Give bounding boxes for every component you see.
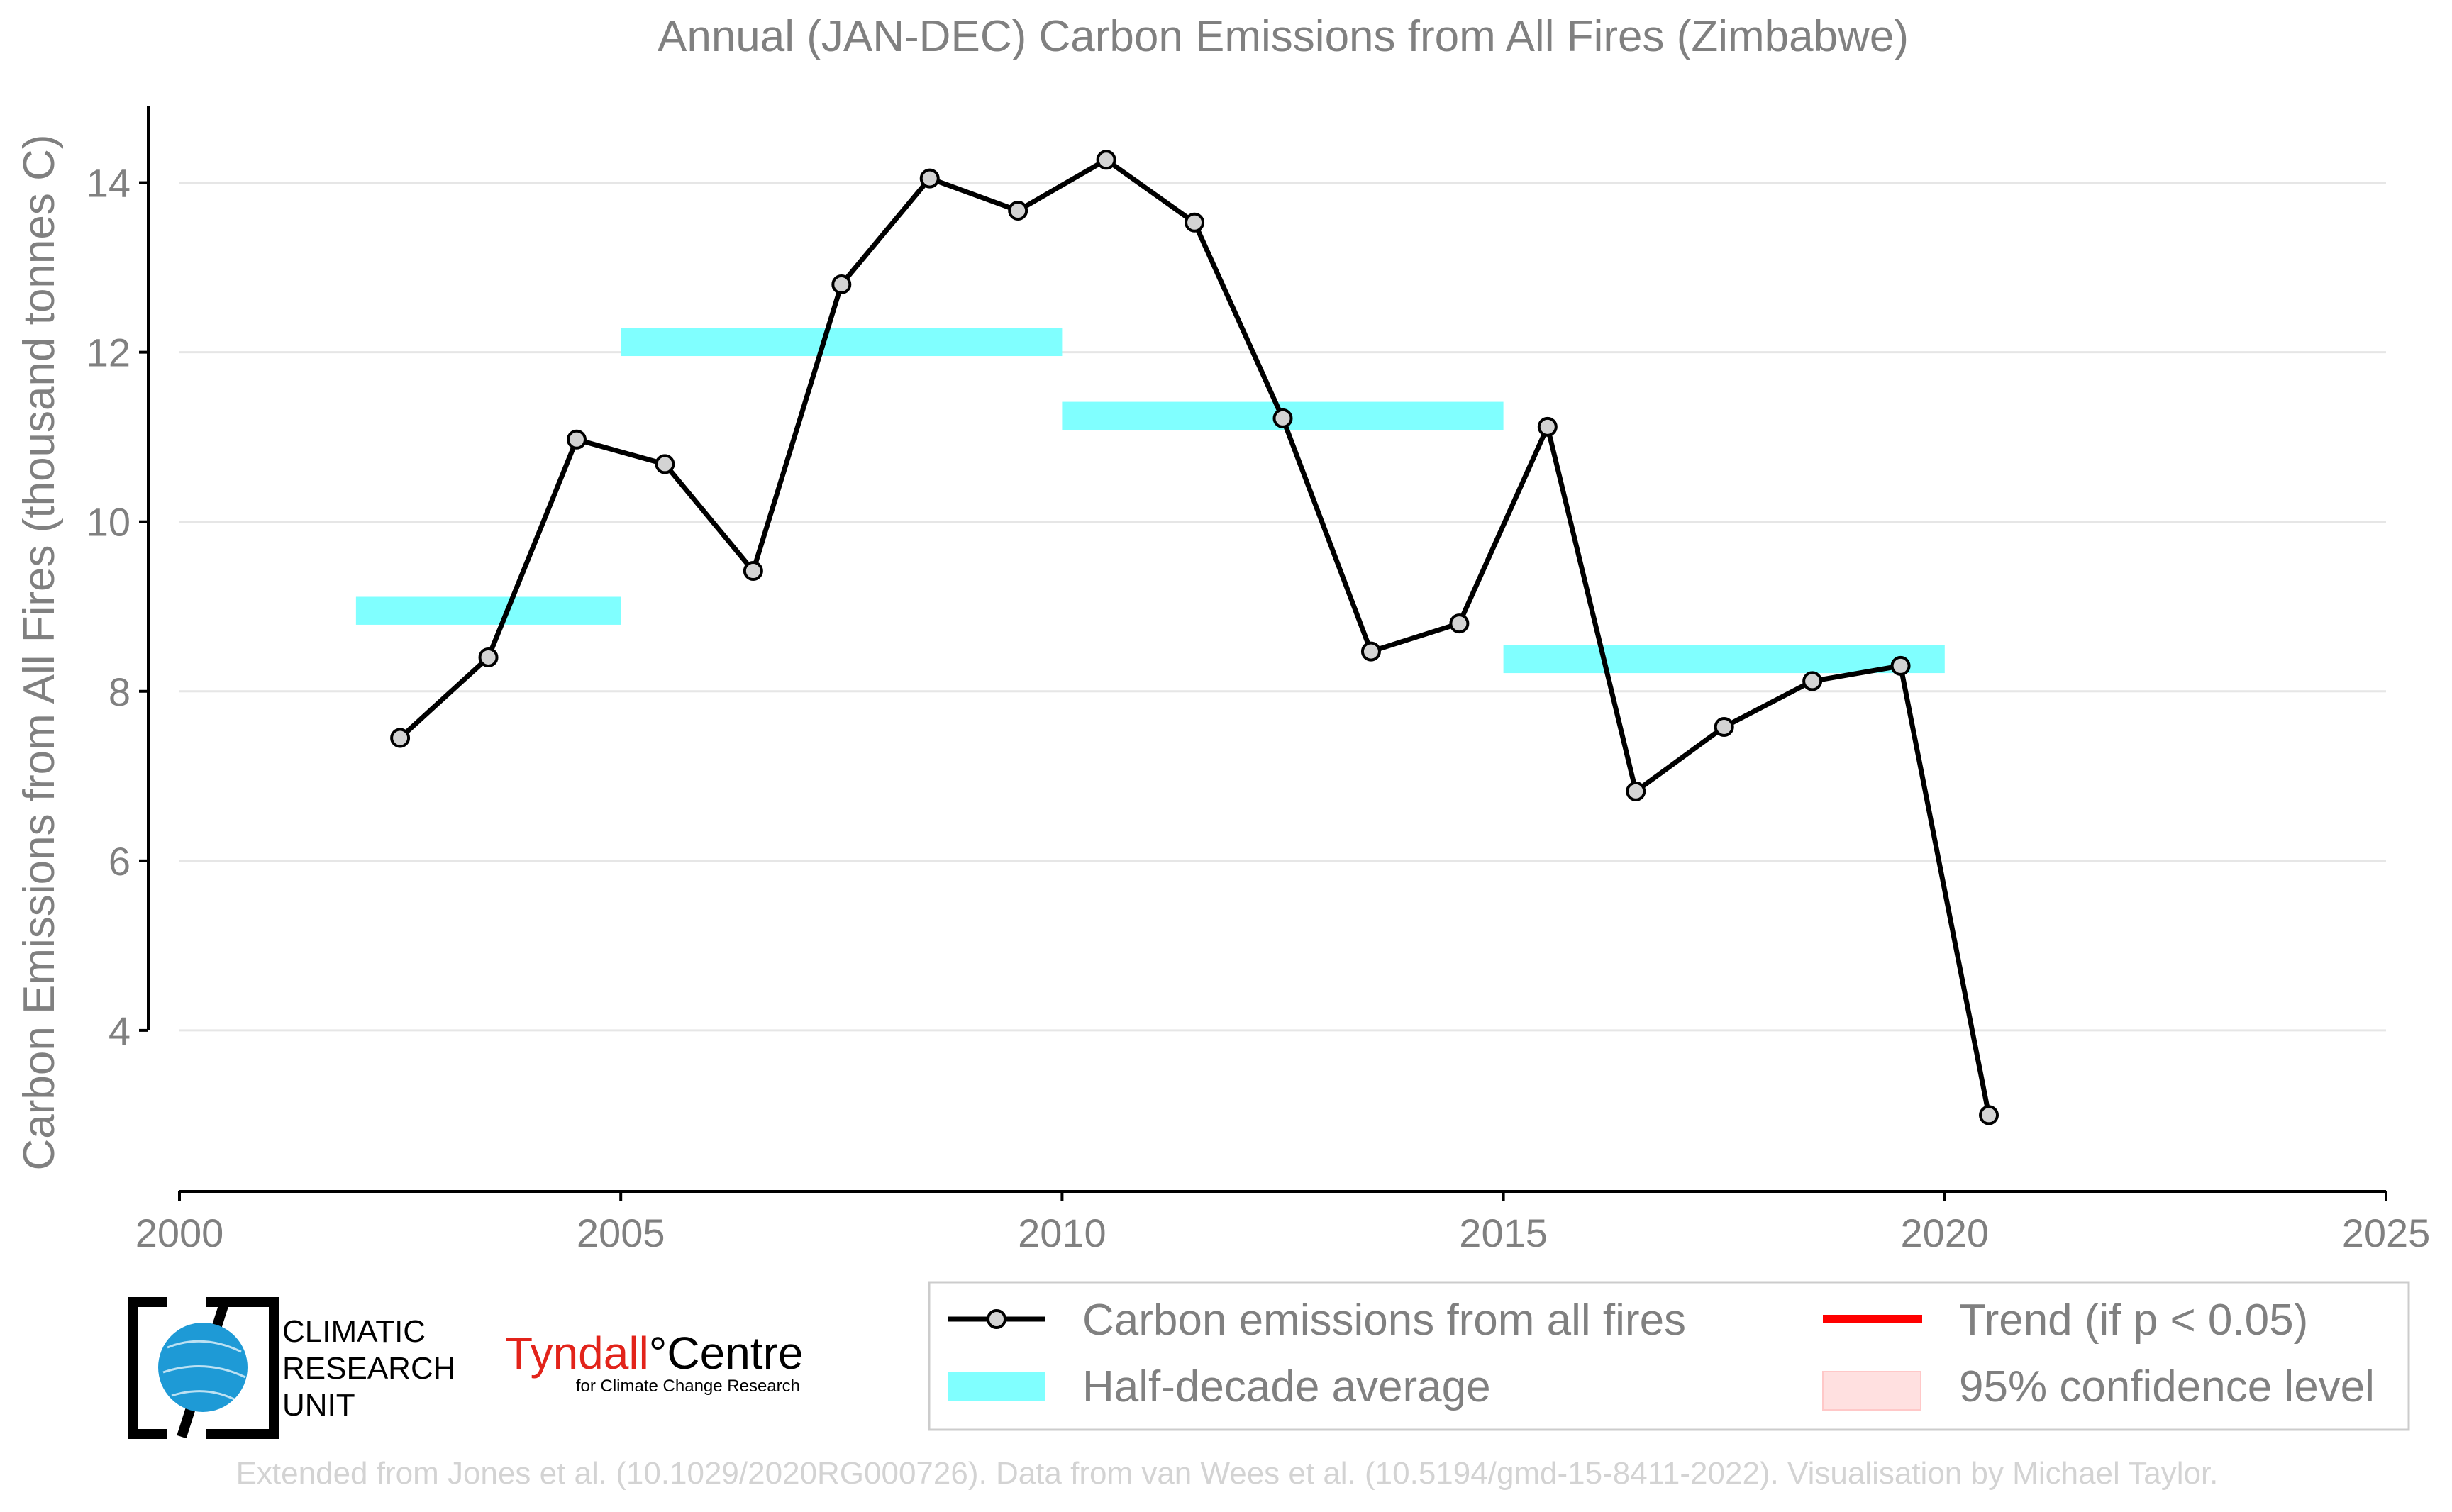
- cru-logo-line-3: UNIT: [282, 1388, 355, 1423]
- tyndall-logo: Tyndall°Centre for Climate Change Resear…: [505, 1328, 803, 1396]
- series-points: [390, 150, 1999, 1125]
- legend-label-trend: Trend (if p < 0.05): [1959, 1296, 2308, 1345]
- half-decade-bar: [621, 328, 1063, 357]
- data-point: [566, 429, 587, 450]
- gridlines: [179, 182, 2386, 1032]
- x-tick-label: 2025: [2342, 1211, 2431, 1255]
- y-ticks: 4 6 8 10 12 14: [87, 161, 148, 1053]
- data-point: [1979, 1105, 1999, 1125]
- half-decade-bar: [355, 596, 621, 625]
- tyndall-logo-subtitle: for Climate Change Research: [576, 1377, 800, 1396]
- data-point: [1449, 613, 1470, 634]
- x-tick-label: 2015: [1459, 1211, 1548, 1255]
- data-point: [1272, 408, 1293, 428]
- x-ticks: 2000 2005 2010 2015 2020 2025: [135, 1191, 2431, 1255]
- y-tick-label: 8: [109, 669, 131, 714]
- legend-swatch-half-decade: [948, 1372, 1045, 1401]
- x-tick-label: 2020: [1901, 1211, 1990, 1255]
- y-tick-label: 4: [109, 1008, 131, 1053]
- y-tick-label: 10: [87, 500, 131, 545]
- legend-swatch-confidence: [1822, 1371, 1921, 1411]
- legend-label-half-decade: Half-decade average: [1082, 1362, 1491, 1411]
- data-point: [1537, 416, 1558, 437]
- data-point: [743, 561, 763, 582]
- legend-box: [928, 1281, 2410, 1431]
- legend-label-series: Carbon emissions from all fires: [1082, 1296, 1686, 1345]
- data-point: [1802, 671, 1823, 691]
- y-tick-label: 14: [87, 161, 131, 206]
- data-point: [478, 647, 499, 667]
- half-decade-bars: [355, 328, 1945, 674]
- cru-logo-line-2: RESEARCH: [282, 1351, 456, 1386]
- x-tick-label: 2005: [577, 1211, 665, 1255]
- data-point: [919, 168, 940, 189]
- y-tick-label: 6: [109, 839, 131, 884]
- globe-icon-lines: [162, 1340, 246, 1403]
- legend: Carbon emissions from all fires Trend (i…: [928, 1281, 2410, 1431]
- chart-title: Annual (JAN-DEC) Carbon Emissions from A…: [658, 12, 1909, 61]
- data-point: [390, 728, 411, 748]
- x-tick-label: 2010: [1018, 1211, 1106, 1255]
- tyndall-centre: Centre: [667, 1328, 803, 1379]
- footer-credit: Extended from Jones et al. (10.1029/2020…: [236, 1456, 2219, 1491]
- tyndall-degree: °: [649, 1328, 667, 1379]
- data-point: [1096, 150, 1116, 170]
- tyndall-logo-title: Tyndall°Centre: [505, 1328, 803, 1379]
- data-point: [1185, 212, 1205, 233]
- data-point: [831, 274, 852, 295]
- x-tick-label: 2000: [135, 1211, 224, 1255]
- y-axis-label: Carbon Emissions from All Fires (thousan…: [15, 134, 64, 1170]
- data-point: [1360, 641, 1381, 662]
- cru-logo-line-1: CLIMATIC: [282, 1314, 426, 1349]
- axes: [147, 106, 2386, 1193]
- tyndall-name: Tyndall: [505, 1328, 649, 1379]
- data-point: [1008, 201, 1028, 221]
- legend-swatch-series-marker: [987, 1309, 1006, 1329]
- cru-logo-frame: [128, 1297, 279, 1439]
- cru-logo: CLIMATIC RESEARCH UNIT: [128, 1297, 456, 1439]
- y-tick-label: 12: [87, 330, 131, 375]
- half-decade-bar: [1503, 645, 1945, 674]
- data-point: [1890, 655, 1911, 676]
- data-point: [1714, 716, 1734, 737]
- legend-label-confidence: 95% confidence level: [1959, 1362, 2375, 1411]
- data-point: [655, 454, 675, 474]
- data-point: [1626, 781, 1646, 801]
- series-line: [398, 157, 1992, 1116]
